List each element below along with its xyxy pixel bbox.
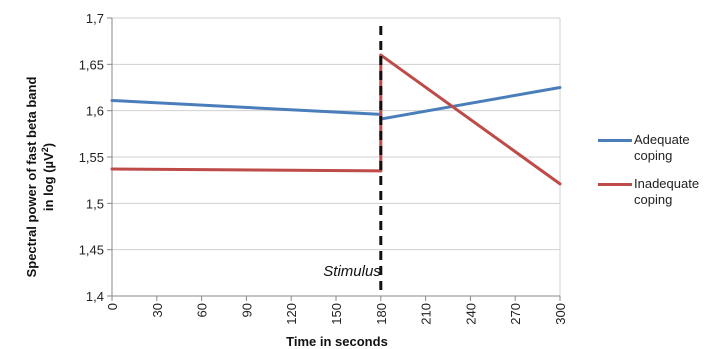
adequate-coping-line	[110, 98, 383, 116]
y-tick-label: 1,5	[86, 196, 104, 211]
legend-swatch-adequate	[598, 139, 632, 142]
x-tick-label: 180	[374, 303, 389, 325]
y-tick-label: 1,55	[79, 150, 104, 165]
y-axis-title-line2: in log (µV2)	[40, 143, 56, 211]
x-tick-label: 240	[463, 303, 478, 325]
gridlines	[112, 17, 561, 297]
x-tick-label: 60	[195, 303, 210, 317]
series-lines	[110, 53, 562, 186]
legend-label-adequate-line2: coping	[634, 148, 673, 163]
x-tick-label: 90	[239, 303, 254, 317]
x-tick-label: 300	[553, 303, 568, 325]
y-tick-labels: 1,4 1,45 1,5 1,55 1,6 1,65 1,7	[79, 11, 104, 304]
y-tick-label: 1,4	[86, 289, 104, 304]
x-tick-labels: 0 30 60 90 120 150 180 210 240 270 300	[105, 303, 568, 325]
legend-label-inadequate-line1: Inadequate	[634, 176, 700, 191]
x-axis-title: Time in seconds	[286, 334, 388, 349]
inadequate-coping-line	[379, 53, 562, 186]
stimulus-label: Stimulus	[323, 263, 381, 280]
y-axis-title: Spectral power of fast beta band in log …	[24, 77, 56, 278]
axes	[107, 17, 561, 301]
y-tick-label: 1,45	[79, 243, 104, 258]
legend-label-inadequate: Inadequate coping	[634, 176, 720, 208]
legend-item-adequate: Adequate coping	[598, 132, 720, 164]
legend: Adequate coping Inadequate coping	[598, 132, 720, 220]
adequate-coping-line	[379, 86, 562, 121]
y-tick-label: 1,6	[86, 104, 104, 119]
y-axis-title-line1: Spectral power of fast beta band	[24, 77, 39, 278]
legend-label-inadequate-line2: coping	[634, 192, 673, 207]
x-tick-label: 270	[508, 303, 523, 325]
inadequate-coping-line	[110, 167, 383, 173]
legend-label-adequate: Adequate coping	[634, 132, 720, 164]
x-tick-label: 210	[419, 303, 434, 325]
legend-item-inadequate: Inadequate coping	[598, 176, 720, 208]
x-tick-label: 120	[284, 303, 299, 325]
x-tick-label: 150	[329, 303, 344, 325]
legend-label-adequate-line1: Adequate	[634, 132, 690, 147]
stimulus-annotation: Stimulus	[323, 26, 383, 296]
x-tick-label: 30	[150, 303, 165, 317]
legend-swatch-inadequate	[598, 183, 632, 186]
y-tick-label: 1,65	[79, 57, 104, 72]
y-tick-label: 1,7	[86, 11, 104, 26]
x-tick-label: 0	[105, 303, 120, 310]
